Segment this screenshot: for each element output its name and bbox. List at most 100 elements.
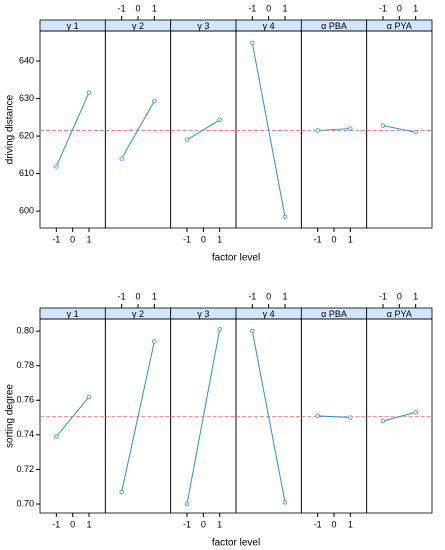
point [86, 394, 92, 400]
point [380, 418, 386, 424]
point [217, 327, 222, 332]
y-axis-label: driving distance [5, 94, 16, 164]
y-tick-label: 0.76 [16, 395, 34, 405]
x-tick-label: -1 [248, 3, 256, 13]
x-axis-label: factor level [212, 253, 260, 264]
x-tick-label: 0 [70, 234, 75, 244]
x-tick-label: 0 [331, 234, 336, 244]
x-tick-label: -1 [314, 234, 322, 244]
line [55, 92, 90, 167]
strip-label: γ 1 [67, 21, 79, 31]
line [382, 125, 416, 133]
point [217, 117, 222, 123]
strip-label: γ 2 [132, 21, 144, 31]
x-tick-label: 0 [397, 3, 402, 13]
strip-label: α PYA [387, 21, 412, 31]
x-tick-label: 1 [282, 3, 287, 13]
line [186, 119, 220, 141]
point [413, 130, 418, 135]
panel [366, 30, 433, 229]
point [250, 328, 255, 334]
x-tick-label: 0 [135, 291, 140, 301]
strip-label: α PBA [321, 21, 347, 31]
point [184, 137, 190, 143]
x-tick-label: -1 [118, 291, 126, 301]
point [413, 410, 418, 415]
point [152, 98, 157, 104]
x-tick-label: -1 [183, 519, 191, 529]
line [121, 341, 155, 493]
x-tick-label: -1 [248, 291, 256, 301]
point [250, 40, 255, 46]
point [282, 500, 288, 505]
line [317, 415, 351, 419]
x-tick-label: 0 [201, 234, 206, 244]
line [55, 396, 90, 437]
x-axis-label: factor level [212, 538, 260, 549]
point [119, 156, 124, 161]
y-tick-label: 610 [19, 168, 34, 178]
point [380, 123, 386, 128]
point [282, 214, 288, 219]
y-axis-label: sorting degree [5, 384, 16, 448]
point [348, 126, 353, 131]
strip-label: α PYA [387, 309, 412, 319]
point [54, 164, 59, 169]
x-tick-label: 1 [152, 3, 157, 13]
y-tick-label: 630 [19, 93, 34, 103]
x-tick-label: -1 [379, 291, 387, 301]
panel [300, 318, 368, 514]
x-tick-label: 1 [413, 291, 418, 301]
point [184, 501, 190, 507]
x-tick-label: 1 [86, 234, 91, 244]
strip-label: γ 1 [67, 309, 79, 319]
line [251, 42, 286, 217]
line [317, 128, 351, 131]
y-tick-label: 620 [19, 130, 34, 140]
x-tick-label: 1 [217, 519, 222, 529]
y-tick-label: 0.70 [16, 498, 34, 508]
x-tick-label: 1 [348, 519, 353, 529]
line [121, 100, 155, 159]
x-tick-label: 0 [70, 519, 75, 529]
strip-label: γ 2 [132, 309, 144, 319]
strip-label: γ 3 [197, 21, 209, 31]
panel [366, 318, 433, 514]
strip-label: γ 4 [263, 309, 275, 319]
x-tick-label: -1 [379, 3, 387, 13]
line [186, 329, 221, 505]
x-tick-label: -1 [183, 234, 191, 244]
x-tick-label: -1 [118, 3, 126, 13]
strip-label: γ 3 [197, 309, 209, 319]
y-tick-label: 0.74 [16, 429, 34, 439]
x-tick-label: -1 [314, 519, 322, 529]
point [54, 434, 59, 439]
strip-label: γ 4 [263, 21, 275, 31]
x-tick-label: 0 [201, 519, 206, 529]
y-tick-label: 600 [19, 205, 34, 215]
point [315, 128, 320, 133]
x-tick-label: 1 [152, 291, 157, 301]
y-tick-label: 0.80 [16, 325, 34, 335]
strip-label: α PBA [321, 309, 347, 319]
x-tick-label: 1 [217, 234, 222, 244]
point [152, 339, 157, 344]
x-tick-label: 1 [86, 519, 91, 529]
x-tick-label: 0 [331, 519, 336, 529]
x-tick-label: 0 [266, 3, 271, 13]
x-tick-label: 0 [397, 291, 402, 301]
x-tick-label: 1 [348, 234, 353, 244]
x-tick-label: 1 [413, 3, 418, 13]
line [382, 411, 416, 422]
point [86, 90, 92, 95]
line [251, 331, 286, 503]
point [348, 415, 353, 420]
x-tick-label: 0 [135, 3, 140, 13]
x-tick-label: -1 [52, 234, 60, 244]
point [315, 413, 320, 419]
x-tick-label: -1 [52, 519, 60, 529]
y-tick-label: 0.78 [16, 360, 34, 370]
y-tick-label: 0.72 [16, 464, 34, 474]
y-tick-label: 640 [19, 55, 34, 65]
